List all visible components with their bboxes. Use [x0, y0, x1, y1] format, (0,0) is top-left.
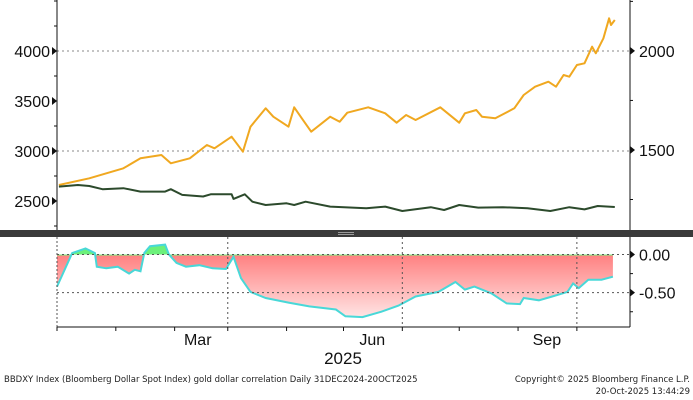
footer-copyright: Copyright© 2025 Bloomberg Finance L.P.	[514, 375, 690, 385]
right-tick-arrow-icon	[630, 250, 635, 259]
left-tick-arrow-icon	[52, 97, 57, 105]
correlation-tick-label: 0.00	[639, 248, 670, 265]
top-gridlines	[57, 50, 630, 152]
correlation-tick-label: -0.50	[639, 286, 676, 303]
footer-timestamp: 20-Oct-2025 13:44:29	[595, 387, 690, 397]
correlation-negative-area	[57, 255, 613, 318]
left-tick-label: 4000	[14, 44, 50, 61]
left-tick-arrow-icon	[52, 197, 57, 205]
month-label: Mar	[184, 332, 212, 349]
series-line-bbdxy	[58, 184, 615, 212]
series-line-gold	[58, 17, 616, 186]
right-tick-arrow-icon	[630, 288, 635, 297]
left-tick-label: 3000	[14, 144, 50, 161]
left-tick-label: 2500	[14, 194, 50, 211]
right-tick-label: 1500	[639, 143, 675, 160]
panel-divider[interactable]	[0, 230, 693, 237]
bottom-axes: 0.00 -0.50 Mar Jun Sep	[56, 237, 676, 349]
left-tick-label: 3500	[14, 94, 50, 111]
left-tick-arrow-icon	[52, 47, 57, 55]
divider-grip-icon	[338, 234, 354, 235]
correlation-line	[56, 243, 614, 319]
right-tick-arrow-icon	[630, 145, 635, 154]
top-axes: 4000 3500 3000 2500 2000 1500	[14, 0, 675, 230]
year-label: 2025	[324, 349, 362, 368]
divider-grip-icon[interactable]	[338, 232, 354, 233]
right-tick-arrow-icon	[630, 46, 635, 55]
month-label: Jun	[359, 332, 385, 349]
footer-description: BBDXY Index (Bloomberg Dollar Spot Index…	[4, 375, 418, 385]
month-label: Sep	[533, 332, 562, 349]
left-tick-arrow-icon	[52, 147, 57, 155]
right-tick-label: 2000	[639, 44, 675, 61]
chart: 4000 3500 3000 2500 2000 1500 0.00 -0.50 Mar Jun…	[0, 0, 693, 368]
bottom-series	[56, 243, 614, 319]
top-series	[58, 17, 616, 212]
bottom-gridlines	[57, 237, 630, 327]
